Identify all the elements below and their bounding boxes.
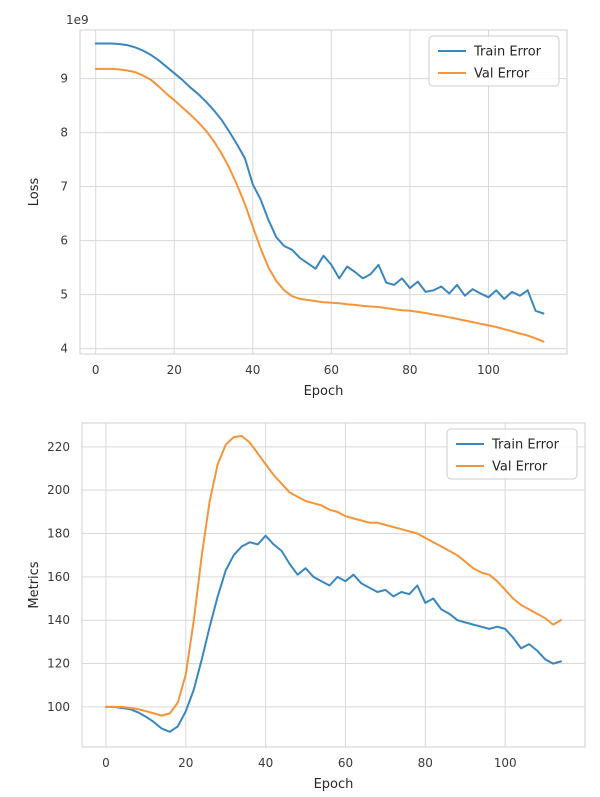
y-axis-label: Metrics [27,561,42,608]
x-tick-label: 40 [245,363,260,377]
x-tick-label: 80 [402,363,417,377]
series-line-val [94,67,545,343]
y-tick-label: 180 [47,527,70,541]
y-tick-label: 100 [47,700,70,714]
x-tick-label: 80 [418,756,433,770]
y-tick-label: 160 [47,570,70,584]
legend-label: Val Error [492,460,548,475]
x-tick-label: 0 [102,756,110,770]
legend-label: Val Error [474,67,530,82]
loss-chart: 0 20 40 60 80 100 4 5 6 7 8 9 1e9 Epoch Loss Train Erro… [27,13,568,399]
x-tick-label: 60 [338,756,353,770]
metrics-chart: 0 20 40 60 80 100 100 120 140 160 180 200 220 Epoch Me… [27,422,586,792]
x-axis-label: Epoch [304,384,344,399]
y-axis-label: Loss [27,178,42,207]
x-tick-label: 0 [92,363,100,377]
x-axis-label: Epoch [314,777,354,792]
plot-frame [79,29,568,355]
y-tick-label: 8 [60,126,68,140]
series-line-train [94,42,545,315]
x-tick-label: 100 [494,756,517,770]
y-tick-label: 9 [60,72,68,86]
x-tick-label: 20 [178,756,193,770]
legend-label: Train Error [491,438,560,453]
x-tick-label: 40 [258,756,273,770]
y-tick-label: 140 [47,613,70,627]
watermark-text: 知乎 @江微云 [493,764,588,782]
y-tick-label: 5 [60,288,68,302]
legend-label: Train Error [473,45,542,60]
y-tick-label: 220 [47,440,70,454]
x-tick-label: 100 [477,363,500,377]
x-tick-label: 60 [324,363,339,377]
y-tick-label: 120 [47,657,70,671]
y-tick-label: 7 [60,180,68,194]
axis-offset-text: 1e9 [66,13,89,27]
y-tick-label: 4 [60,342,68,356]
series-line-train [105,534,562,733]
y-tick-label: 200 [47,483,70,497]
x-tick-label: 20 [167,363,182,377]
y-tick-label: 6 [60,234,68,248]
series-line-val [105,435,562,717]
plot-frame [81,422,586,748]
